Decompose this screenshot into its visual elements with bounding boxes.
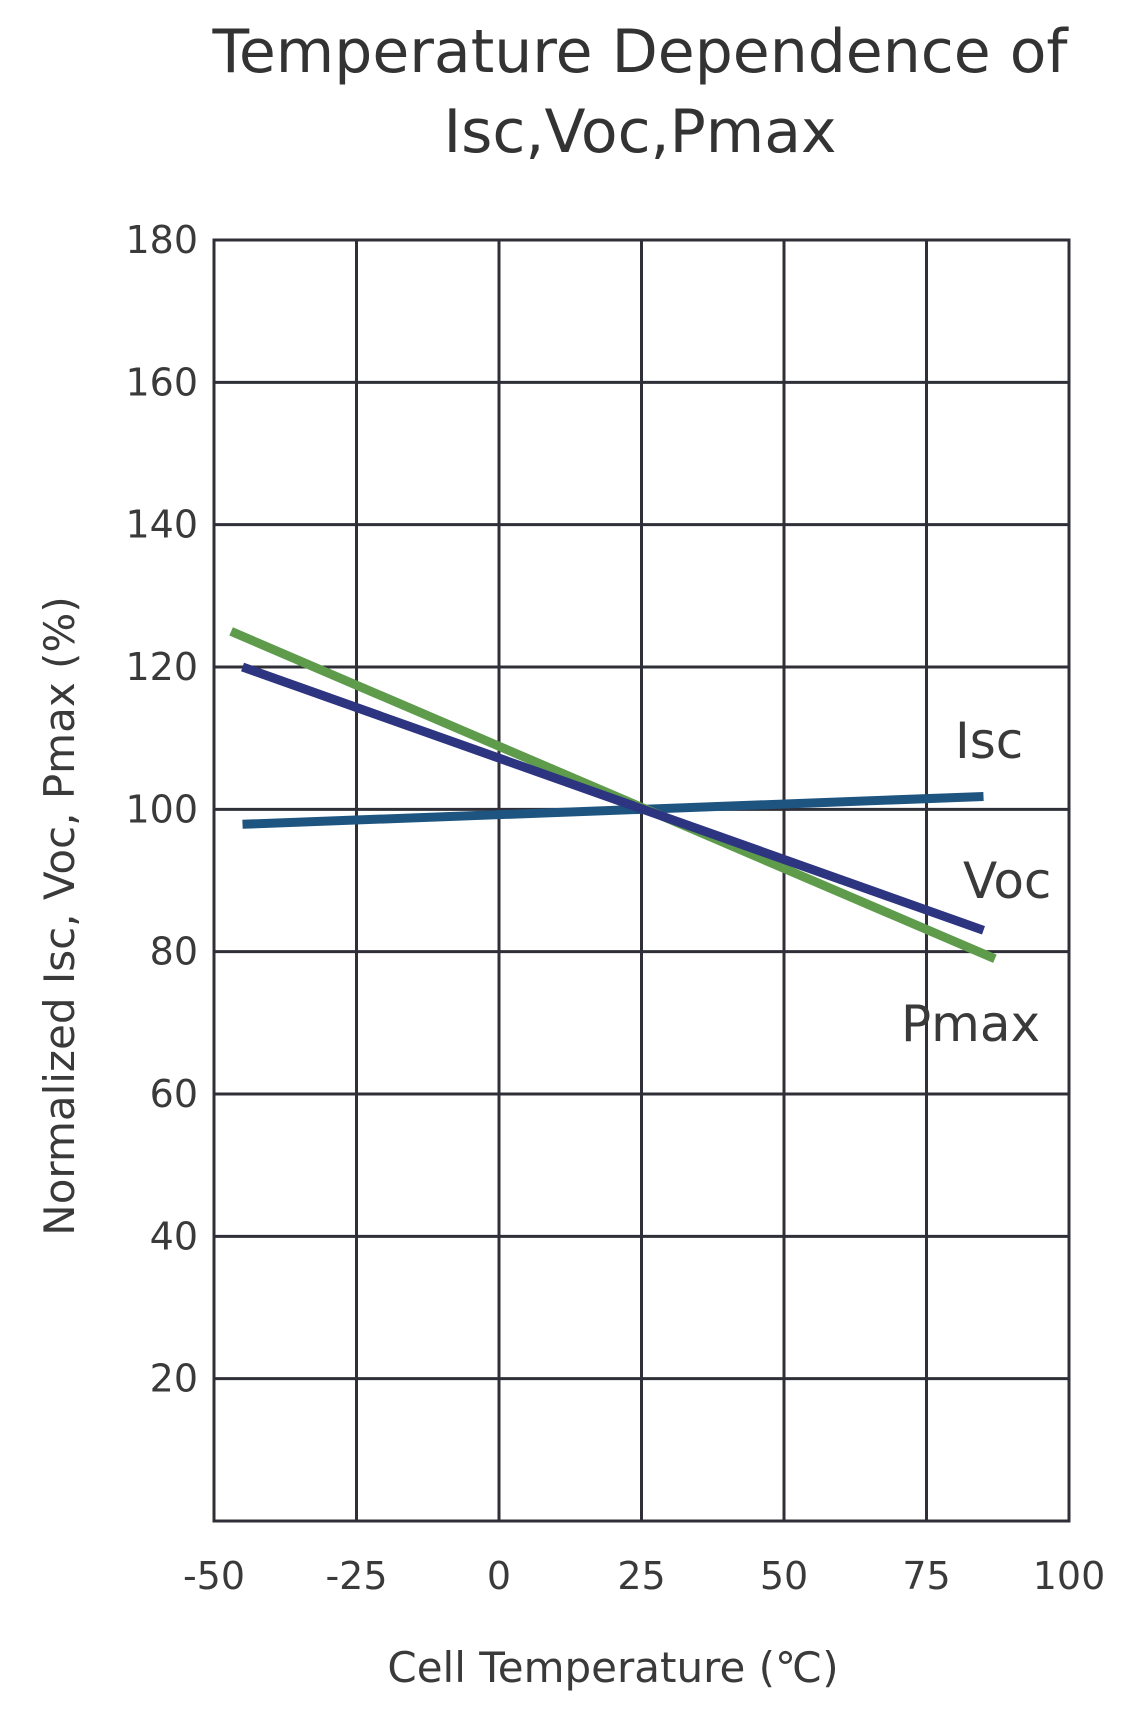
y-tick-label: 180	[125, 218, 198, 262]
grid	[212, 238, 1071, 1523]
y-tick-label: 160	[125, 360, 198, 404]
series-label-voc: Voc	[963, 852, 1051, 910]
y-tick-label: 140	[125, 503, 198, 547]
series-label-pmax: Pmax	[901, 995, 1040, 1053]
series-lines	[229, 627, 997, 963]
y-tick-labels: 20 40 60 80 100 120 140 160 180	[125, 218, 198, 1401]
chart-title-line1: Temperature Dependence of	[211, 17, 1069, 87]
series-labels: Isc Voc Pmax	[901, 712, 1051, 1053]
series-line-voc	[240, 662, 986, 935]
y-tick-label: 120	[125, 645, 198, 689]
chart-title-line2: Isc,Voc,Pmax	[443, 97, 836, 167]
y-tick-label: 40	[150, 1214, 198, 1258]
y-tick-label: 60	[150, 1072, 198, 1116]
x-axis-label: Cell Temperature (℃)	[387, 1643, 838, 1692]
y-axis-label: Normalized Isc, Voc, Pmax (%)	[35, 596, 84, 1235]
y-tick-label: 100	[125, 787, 198, 831]
x-tick-label: 75	[902, 1554, 950, 1598]
series-label-isc: Isc	[955, 712, 1023, 770]
y-tick-label: 20	[150, 1357, 198, 1401]
series-line-isc	[242, 792, 984, 829]
y-tick-label: 80	[150, 930, 198, 974]
x-tick-label: 25	[617, 1554, 665, 1598]
x-tick-label: -25	[325, 1554, 387, 1598]
x-tick-labels: -50 -25 0 25 50 75 100	[183, 1554, 1105, 1598]
plot-frame	[212, 238, 1071, 1523]
x-tick-label: 50	[760, 1554, 808, 1598]
x-tick-label: 0	[487, 1554, 511, 1598]
x-tick-label: 100	[1033, 1554, 1106, 1598]
x-tick-label: -50	[183, 1554, 245, 1598]
